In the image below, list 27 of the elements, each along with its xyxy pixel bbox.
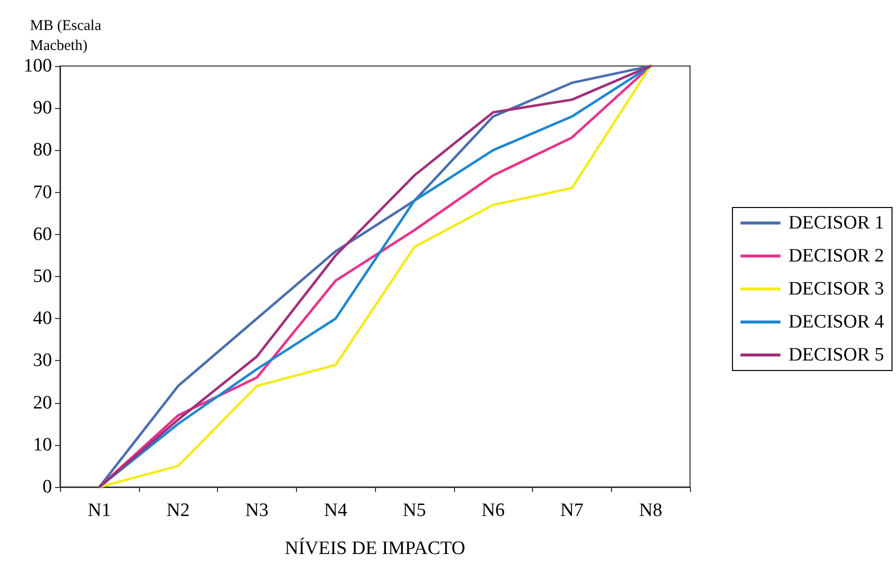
y-tick-label: 70	[33, 182, 52, 203]
x-tick-label: N7	[560, 500, 584, 521]
y-tick-label: 60	[33, 224, 52, 245]
legend-label: DECISOR 1	[788, 212, 884, 234]
x-tick-label: N4	[324, 500, 348, 521]
y-tick-label: 0	[42, 476, 52, 498]
y-tick-label: 80	[33, 140, 52, 161]
y-axis-title: MB (Escala Macbeth)	[30, 18, 102, 54]
y-tick-label: 30	[33, 350, 52, 372]
y-tick-label: 90	[33, 98, 52, 119]
x-tick-label: N5	[402, 500, 426, 521]
x-tick-label: N8	[639, 500, 662, 521]
y-tick-label: 40	[33, 308, 52, 330]
legend-label: DECISOR 3	[788, 278, 884, 300]
legend-label: DECISOR 5	[788, 344, 884, 366]
legend-label: DECISOR 2	[788, 246, 884, 266]
y-tick-label: 20	[33, 392, 52, 414]
y-tick-label: 50	[33, 266, 52, 287]
x-tick-label: N6	[482, 500, 505, 521]
line-series	[98, 64, 652, 488]
y-tick-label: 100	[24, 56, 52, 76]
x-tick-label: N2	[166, 500, 190, 521]
x-axis-title: NÍVEIS DE IMPACTO	[284, 537, 466, 559]
x-tick-label: N1	[88, 500, 111, 521]
legend-label: DECISOR 4	[788, 312, 884, 332]
y-tick-label: 10	[33, 434, 52, 456]
x-tick-label: N3	[245, 500, 268, 521]
